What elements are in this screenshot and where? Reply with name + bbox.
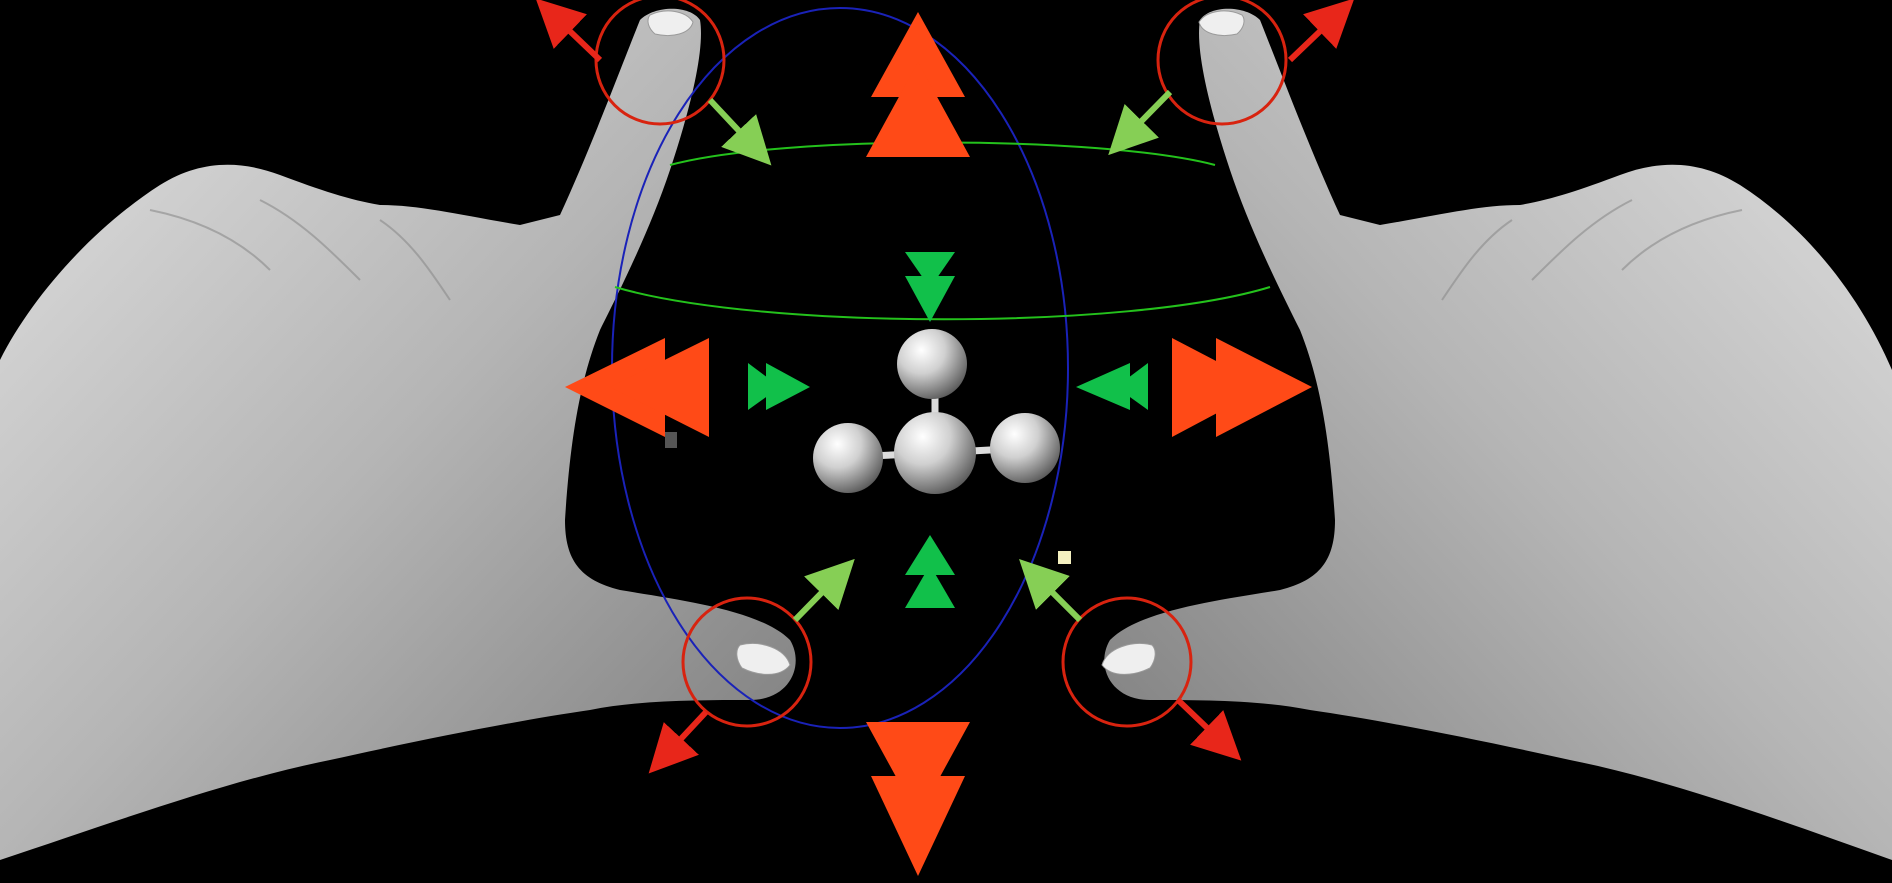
right-hand-palm — [1104, 8, 1892, 860]
left-hand-thumb-nail — [647, 10, 694, 36]
left-hand-index-nail — [736, 643, 791, 675]
expand-up-arrow — [866, 12, 970, 157]
expand-left-arrow — [565, 338, 709, 437]
touch-circle-icon — [681, 596, 813, 728]
left-hand-icon — [0, 8, 796, 860]
right-hand-icon — [1101, 8, 1892, 860]
shrink-up-arrow — [905, 535, 955, 608]
shrink-down-arrow — [905, 252, 955, 322]
touch-circle-icon — [1061, 596, 1193, 728]
shrink-arrows — [748, 252, 1148, 608]
pinch-out-arrow — [648, 709, 709, 774]
pinch-in-arrow — [1108, 89, 1173, 156]
molecule-icon — [813, 329, 1060, 494]
marker-square — [1058, 551, 1071, 564]
shrink-left-arrow — [1076, 363, 1148, 410]
marker-square — [665, 432, 677, 448]
molecule-atom — [990, 413, 1060, 483]
horizontal-orbit-bottom — [614, 286, 1271, 321]
right-hand-knuckle-lines — [1441, 199, 1743, 301]
molecule-atom — [897, 329, 967, 399]
pinch-in-arrow — [792, 558, 855, 623]
pinch-out-arrow — [1175, 697, 1242, 761]
expand-right-arrow — [1172, 338, 1312, 437]
expand-down-arrow — [866, 722, 970, 876]
pinch-out-arrow — [1287, 0, 1355, 63]
right-hand-thumb-nail — [1198, 10, 1245, 36]
molecule-atom — [813, 423, 883, 493]
shrink-right-arrow — [748, 363, 810, 410]
pinch-in-arrow — [1019, 559, 1083, 623]
right-hand-index-nail — [1101, 643, 1156, 675]
molecule-atom-center — [894, 412, 976, 494]
pinch-out-arrow — [535, 0, 603, 63]
pinch-arrows — [535, 0, 1355, 774]
left-hand-knuckle-lines — [149, 199, 451, 301]
left-hand-palm — [0, 8, 796, 860]
touch-circle-icon — [1156, 0, 1288, 126]
expand-arrows — [565, 12, 1312, 876]
pinch-in-arrow — [707, 97, 772, 166]
